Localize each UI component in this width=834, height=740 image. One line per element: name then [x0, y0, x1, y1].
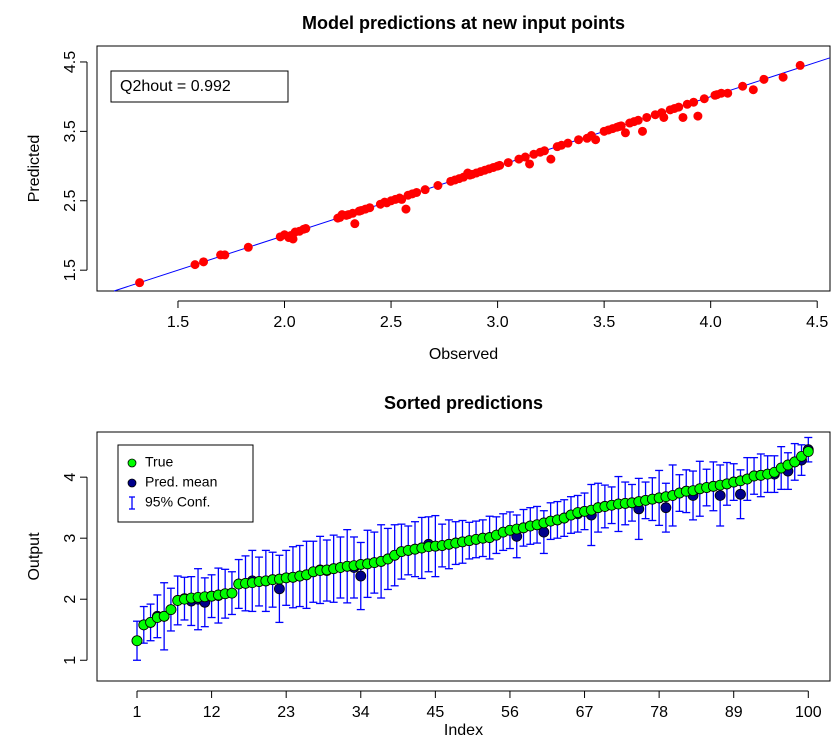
- point: [642, 112, 652, 122]
- true-point: [131, 635, 143, 647]
- y-axis-label: Predicted: [26, 135, 43, 203]
- point: [759, 74, 769, 84]
- point: [539, 146, 549, 156]
- point: [365, 203, 375, 213]
- point: [716, 88, 726, 98]
- x-tick-label: 100: [795, 704, 822, 721]
- point: [401, 204, 411, 214]
- x-tick-label: 4.0: [700, 314, 722, 331]
- point: [433, 181, 443, 191]
- point: [503, 158, 513, 168]
- chart-title: Sorted predictions: [384, 393, 543, 413]
- point: [678, 112, 688, 122]
- x-tick-label: 3.5: [593, 314, 615, 331]
- pred-point: [355, 570, 367, 582]
- point: [693, 111, 703, 121]
- y-tick-label: 1: [62, 656, 79, 665]
- y-tick-label: 2: [62, 595, 79, 604]
- point: [495, 160, 505, 170]
- legend-marker: [127, 458, 137, 468]
- annotation: Q2hout = 0.992: [120, 78, 231, 95]
- plot-frame: [96, 45, 831, 292]
- y-tick-label: 4: [62, 473, 79, 482]
- legend-box: [117, 444, 254, 523]
- x-tick-label: 56: [501, 704, 519, 721]
- point: [563, 138, 573, 148]
- x-tick-label: 3.0: [486, 314, 508, 331]
- x-tick-label: 34: [352, 704, 370, 721]
- point: [288, 234, 298, 244]
- point: [699, 94, 709, 104]
- point: [397, 194, 407, 204]
- legend-label: Pred. mean: [145, 474, 217, 490]
- x-tick-label: 23: [277, 704, 295, 721]
- true-point: [802, 446, 814, 457]
- x-tick-label: 2.5: [380, 314, 402, 331]
- pred-point: [660, 502, 672, 514]
- annotation-box: [110, 70, 289, 103]
- pred-point: [274, 583, 285, 595]
- point: [135, 278, 145, 288]
- point: [620, 128, 630, 138]
- legend-label: True: [145, 454, 173, 470]
- y-axis-label: Output: [26, 532, 43, 581]
- point: [659, 112, 669, 122]
- point: [591, 135, 601, 145]
- point: [520, 152, 530, 162]
- x-tick-label: 89: [725, 704, 743, 721]
- point: [574, 135, 584, 145]
- x-tick-label: 45: [426, 704, 444, 721]
- plot-frame: [96, 431, 831, 682]
- point: [420, 185, 430, 195]
- x-tick-label: 67: [576, 704, 594, 721]
- true-point: [158, 610, 170, 622]
- x-axis-label: Index: [444, 722, 483, 739]
- point: [689, 97, 699, 107]
- x-tick-label: 12: [203, 704, 221, 721]
- point: [301, 224, 311, 234]
- y-tick-label: 3: [62, 534, 79, 543]
- point: [190, 260, 200, 270]
- point: [748, 85, 758, 95]
- y-tick-label: 4.5: [62, 51, 79, 73]
- x-tick-label: 1: [133, 704, 142, 721]
- y-tick-label: 1.5: [62, 259, 79, 281]
- point: [199, 257, 209, 267]
- pred-point: [735, 488, 746, 500]
- pred-point: [714, 490, 726, 501]
- point: [546, 154, 556, 164]
- point: [616, 121, 626, 131]
- y-tick-label: 2.5: [62, 190, 79, 212]
- y-tick-label: 3.5: [62, 120, 79, 142]
- chart-title: Model predictions at new input points: [302, 13, 625, 33]
- point: [633, 115, 643, 125]
- point: [412, 187, 422, 197]
- true-point: [226, 587, 238, 599]
- point: [243, 242, 253, 252]
- legend-label: 95% Conf.: [145, 494, 210, 510]
- x-tick-label: 1.5: [167, 314, 189, 331]
- point: [674, 102, 684, 112]
- point: [723, 88, 733, 98]
- point: [738, 81, 748, 91]
- point: [637, 126, 647, 136]
- x-tick-label: 2.0: [273, 314, 295, 331]
- x-tick-label: 4.5: [806, 314, 828, 331]
- point: [795, 60, 805, 70]
- point: [220, 250, 230, 260]
- true-point: [165, 604, 177, 615]
- x-axis-label: Observed: [429, 346, 498, 363]
- point: [778, 72, 788, 82]
- point: [350, 219, 360, 229]
- x-tick-label: 78: [650, 704, 668, 721]
- point: [525, 159, 535, 169]
- legend-marker: [127, 478, 137, 488]
